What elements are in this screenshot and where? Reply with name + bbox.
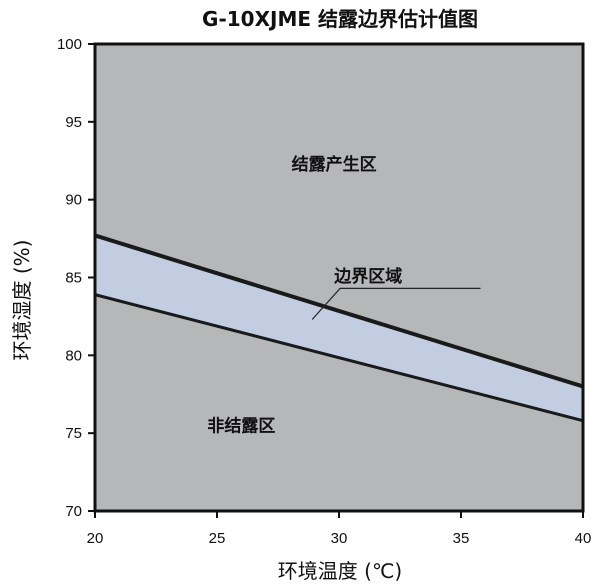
y-tick-label: 95 <box>65 114 82 131</box>
lower-boundary-line <box>94 293 584 423</box>
y-tick-label: 80 <box>65 347 82 364</box>
y-tick-label: 70 <box>65 503 82 520</box>
x-tick-label: 20 <box>87 530 104 547</box>
annotation-label-boundary: 边界区域 <box>333 266 402 287</box>
annotation-leader-line <box>311 287 481 320</box>
x-axis-label: 环境温度 (℃) <box>278 559 402 583</box>
y-tick-label: 75 <box>65 425 82 442</box>
x-tick-label: 25 <box>209 530 226 547</box>
y-tick-label: 85 <box>65 270 82 287</box>
upper-boundary-line <box>94 233 584 389</box>
x-tick-label: 35 <box>453 530 470 547</box>
x-tick-label: 40 <box>575 530 592 547</box>
x-tick-label: 30 <box>331 530 348 547</box>
annotation-label-condensation: 结露产生区 <box>292 154 377 175</box>
y-tick-label: 90 <box>65 192 82 209</box>
y-tick-label: 100 <box>57 36 82 53</box>
axes: 20 25 30 35 40 70 75 80 85 90 95 100 <box>57 36 591 547</box>
plot-area <box>94 44 584 511</box>
boundary-region <box>95 235 583 421</box>
y-axis-label: 环境湿度 (%) <box>10 240 34 361</box>
annotation-label-no-condensation: 非结露区 <box>207 415 275 436</box>
chart-title: G-10XJME 结露边界估计值图 <box>202 7 478 31</box>
